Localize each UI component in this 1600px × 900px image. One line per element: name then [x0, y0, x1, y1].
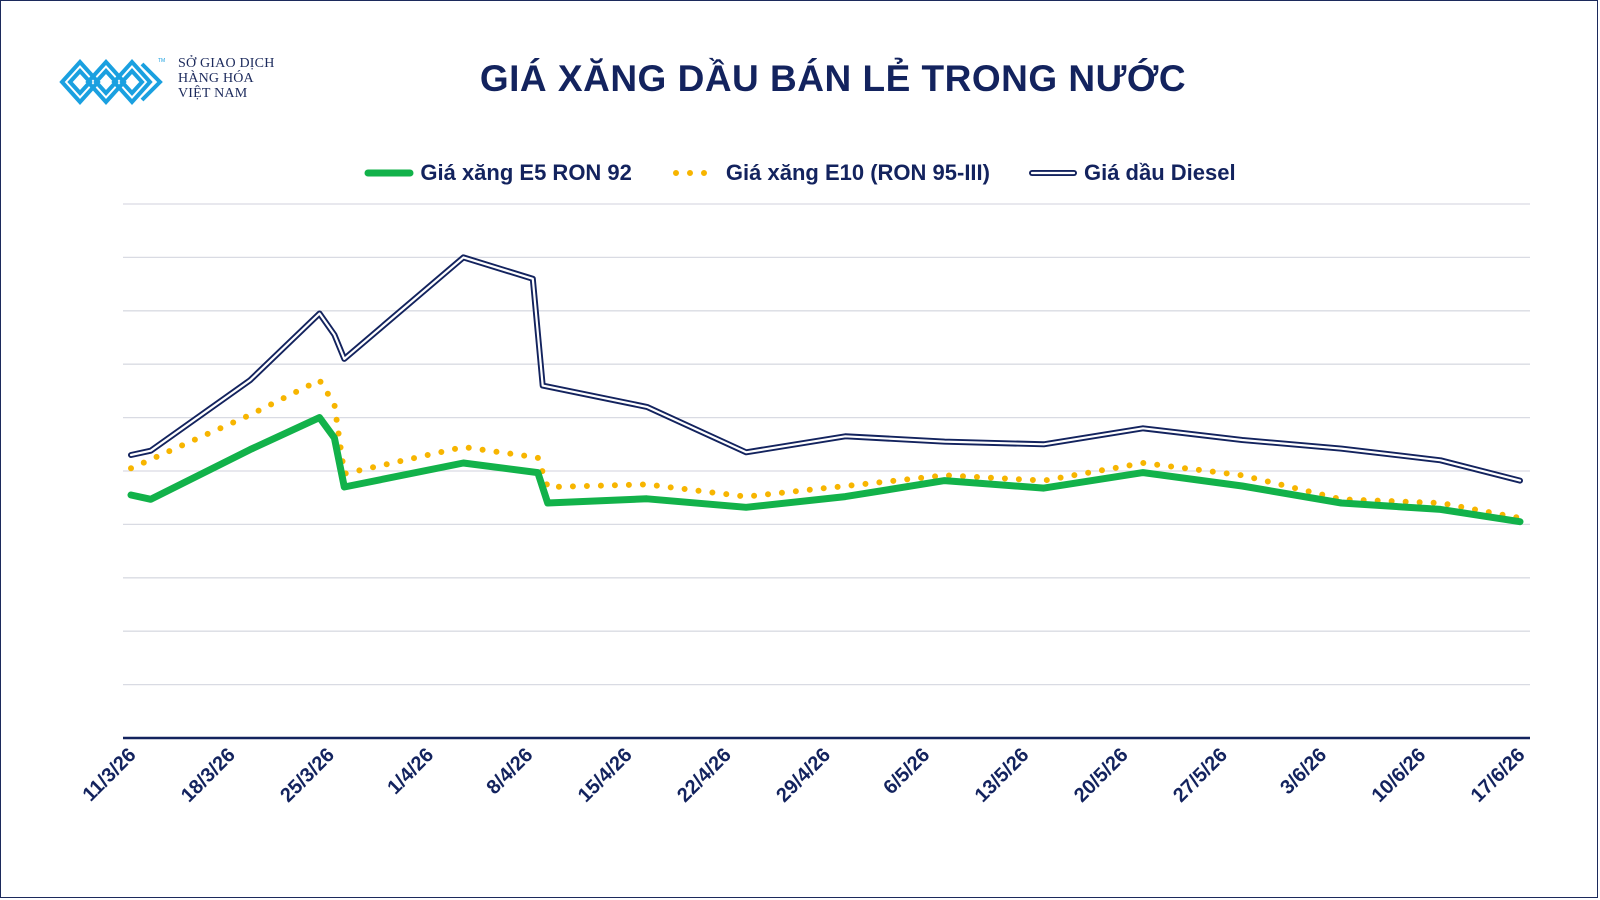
x-tick-label: 17/6/26: [1467, 744, 1530, 807]
x-tick-label: 25/3/26: [276, 744, 339, 807]
legend-item-e5: Giá xăng E5 RON 92: [364, 160, 632, 186]
series-line-e5: [127, 414, 1524, 526]
x-tick-label: 3/6/26: [1276, 744, 1331, 799]
x-tick-label: 6/5/26: [879, 744, 934, 799]
legend-label-e5: Giá xăng E5 RON 92: [420, 160, 632, 185]
legend-label-e10: Giá xăng E10 (RON 95-III): [725, 160, 990, 185]
x-tick-label: 13/5/26: [971, 744, 1034, 807]
logo-line-1: SỞ GIAO DỊCH: [178, 56, 275, 71]
logo-line-2: HÀNG HÓA: [178, 71, 254, 86]
logo-text: SỞ GIAO DỊCH HÀNG HÓA VIỆT NAM: [178, 56, 275, 101]
x-tick-label: 1/4/26: [383, 744, 438, 799]
legend-swatch-e5-icon: [364, 169, 414, 177]
logo-tm: TM: [158, 58, 165, 64]
x-tick-label: 10/6/26: [1368, 744, 1431, 807]
legend-label-diesel: Giá dầu Diesel: [1083, 160, 1236, 185]
series-line-diesel-inner: [129, 256, 1522, 482]
x-tick-label: 11/3/26: [79, 744, 141, 806]
logo-mark-icon: TM: [59, 58, 165, 105]
x-tick-label: 29/4/26: [772, 744, 835, 807]
chart-title: GIÁ XĂNG DẦU BÁN LẺ TRONG NƯỚC: [479, 58, 1187, 99]
legend: Giá xăng E5 RON 92 Giá xăng E10 (RON 95-…: [0, 160, 1600, 186]
x-tick-label: 8/4/26: [483, 744, 538, 799]
legend-swatch-diesel-icon: [1028, 170, 1077, 176]
x-tick-label: 22/4/26: [673, 744, 736, 807]
x-tick-label: 15/4/26: [574, 744, 637, 807]
x-tick-label: 18/3/26: [177, 744, 240, 807]
series-line-e10: [128, 377, 1523, 521]
x-tick-label: 27/5/26: [1169, 744, 1232, 807]
logo: TM SỞ GIAO DỊCH HÀNG HÓA VIỆT NAM: [58, 54, 298, 114]
logo-line-3: VIỆT NAM: [178, 86, 248, 101]
x-tick-label: 20/5/26: [1070, 744, 1133, 807]
legend-item-e10: Giá xăng E10 (RON 95-III): [670, 160, 990, 186]
legend-item-diesel: Giá dầu Diesel: [1028, 160, 1236, 186]
